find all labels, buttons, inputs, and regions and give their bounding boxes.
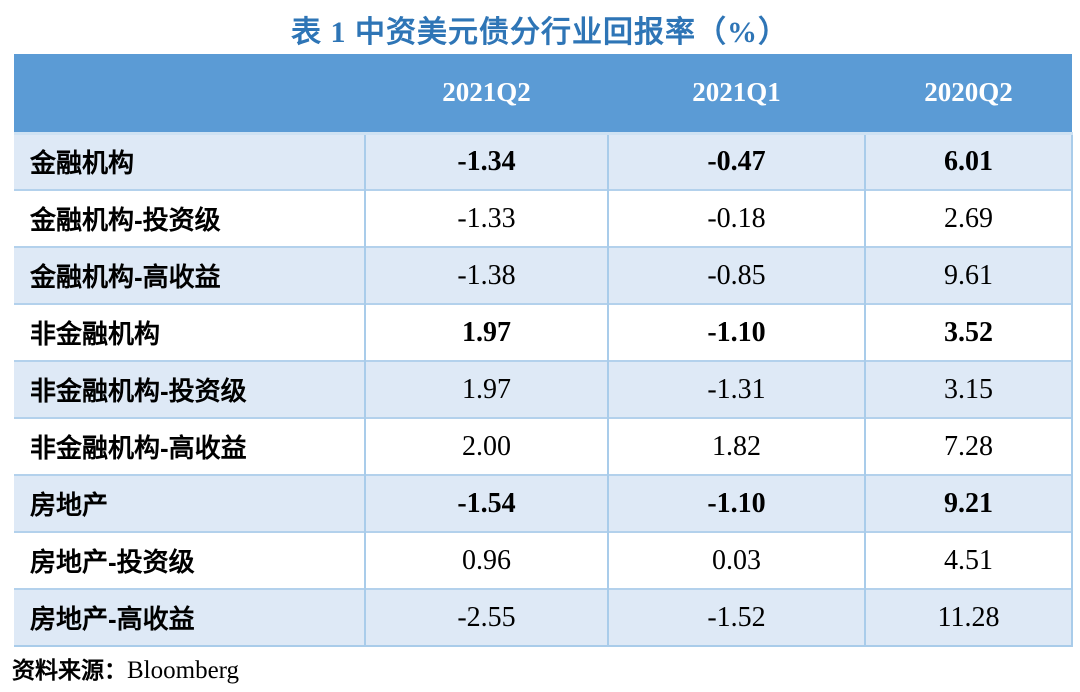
source-note: 资料来源：Bloomberg [12,655,1080,686]
column-header-2020q2: 2020Q2 [865,54,1072,135]
value-cell: -1.52 [607,588,865,647]
row-label: 金融机构 [14,133,365,190]
value-cell: 2.69 [864,189,1073,247]
value-cell: -2.55 [364,588,608,647]
value-cell: 1.82 [607,417,865,475]
value-cell: 11.28 [864,588,1073,647]
table-row-financials-ig: 金融机构-投资级 -1.33 -0.18 2.69 [14,189,1073,247]
value-cell: 1.97 [364,360,608,418]
value-cell: 7.28 [864,417,1073,475]
value-cell: 9.61 [864,246,1073,304]
value-cell: 9.21 [864,474,1073,532]
table-header-row: 2021Q2 2021Q1 2020Q2 [14,54,1072,135]
row-label: 非金融机构-投资级 [14,360,365,418]
value-cell: -1.10 [607,303,865,361]
row-label: 房地产 [14,474,365,532]
table-row-financials: 金融机构 -1.34 -0.47 6.01 [14,133,1073,190]
row-label: 金融机构-高收益 [14,246,365,304]
row-label: 非金融机构-高收益 [14,417,365,475]
row-label: 金融机构-投资级 [14,189,365,247]
column-header-2021q2: 2021Q2 [365,54,608,135]
table-row-realestate: 房地产 -1.54 -1.10 9.21 [14,474,1073,532]
table-row-realestate-hy: 房地产-高收益 -2.55 -1.52 11.28 [14,588,1073,647]
source-note-value: Bloomberg [127,657,240,684]
column-header-empty [14,54,365,135]
value-cell: 4.51 [864,531,1073,589]
value-cell: 6.01 [864,133,1073,190]
value-cell: 0.03 [607,531,865,589]
value-cell: -0.18 [607,189,865,247]
value-cell: -1.38 [364,246,608,304]
value-cell: 0.96 [364,531,608,589]
value-cell: -1.10 [607,474,865,532]
table-row-nonfinancials-ig: 非金融机构-投资级 1.97 -1.31 3.15 [14,360,1073,418]
value-cell: 1.97 [364,303,608,361]
table-row-realestate-ig: 房地产-投资级 0.96 0.03 4.51 [14,531,1073,589]
value-cell: -1.54 [364,474,608,532]
page-title: 表 1 中资美元债分行业回报率（%） [291,16,789,49]
sector-returns-table: 2021Q2 2021Q1 2020Q2 金融机构 -1.34 -0.47 6.… [14,54,1073,647]
column-header-2021q1: 2021Q1 [608,54,865,135]
table-row-nonfinancials-hy: 非金融机构-高收益 2.00 1.82 7.28 [14,417,1073,475]
value-cell: 3.52 [864,303,1073,361]
source-note-label: 资料来源： [12,658,127,683]
value-cell: -1.33 [364,189,608,247]
value-cell: -0.85 [607,246,865,304]
row-label: 房地产-投资级 [14,531,365,589]
row-label: 房地产-高收益 [14,588,365,647]
value-cell: -1.31 [607,360,865,418]
value-cell: 2.00 [364,417,608,475]
value-cell: -1.34 [364,133,608,190]
table-row-financials-hy: 金融机构-高收益 -1.38 -0.85 9.61 [14,246,1073,304]
value-cell: -0.47 [607,133,865,190]
row-label: 非金融机构 [14,303,365,361]
table-row-nonfinancials: 非金融机构 1.97 -1.10 3.52 [14,303,1073,361]
value-cell: 3.15 [864,360,1073,418]
